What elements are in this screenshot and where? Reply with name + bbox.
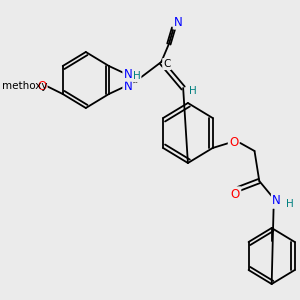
Text: H: H	[286, 199, 294, 209]
Text: H: H	[189, 86, 196, 96]
Text: N: N	[174, 16, 183, 28]
Text: C: C	[163, 59, 171, 69]
Text: O: O	[229, 136, 238, 149]
Text: H: H	[133, 71, 140, 81]
Text: N: N	[124, 80, 132, 92]
Text: O: O	[231, 188, 240, 200]
Text: N: N	[124, 68, 132, 80]
Text: O: O	[37, 80, 46, 92]
Text: N: N	[272, 194, 281, 208]
Text: methoxy: methoxy	[2, 81, 47, 91]
